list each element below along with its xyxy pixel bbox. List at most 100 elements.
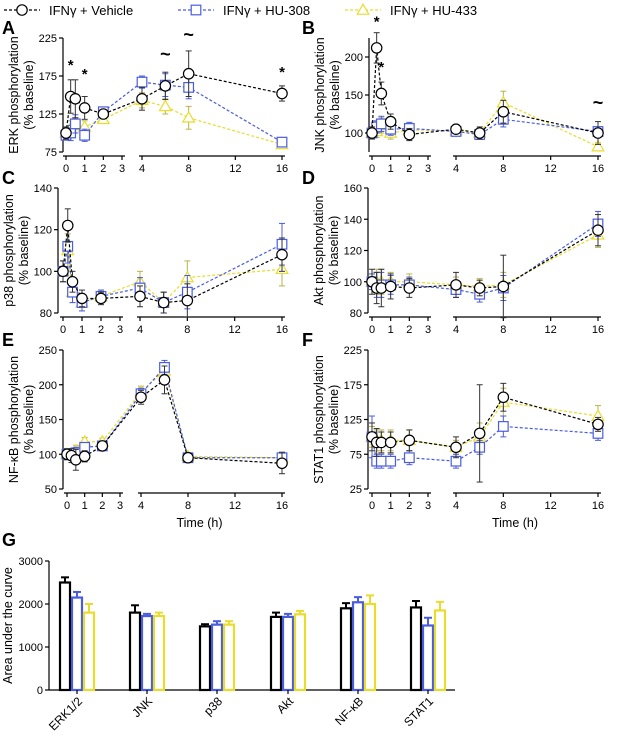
series-square — [57, 222, 288, 314]
x-tick-label: 12 — [545, 500, 557, 512]
series-triangle — [56, 233, 289, 314]
x-tick-label: 8 — [186, 163, 192, 175]
y-axis-label: NF-κB phosphorylation(% baseline) — [7, 356, 36, 483]
data-point — [450, 123, 462, 135]
category-label: p38 — [201, 694, 225, 718]
data-point — [497, 105, 510, 118]
data-point — [76, 292, 88, 305]
x-tick-label: 4 — [453, 500, 459, 512]
x-tick-label: 1 — [82, 163, 88, 175]
data-point — [473, 127, 486, 139]
x-tick-label: 3 — [425, 163, 431, 175]
y-axis-label-line: (% baseline) — [17, 216, 31, 285]
data-point — [61, 219, 74, 232]
series-circle — [366, 382, 604, 483]
y-tick-label: 140 — [34, 183, 52, 195]
category-label: STAT1 — [401, 694, 436, 729]
data-point — [592, 224, 604, 236]
y-tick-label: 100 — [34, 266, 52, 278]
y-axis-label-line: ERK phosphorylation — [7, 36, 21, 153]
data-point — [591, 139, 605, 152]
data-point — [95, 292, 107, 305]
legend-marker-square — [190, 4, 202, 16]
x-tick-label: 1 — [82, 500, 88, 512]
data-point — [384, 115, 397, 128]
legend-item-square: IFNγ + HU-308 — [178, 3, 310, 18]
data-point — [181, 294, 194, 307]
legend-label: IFNγ + HU-433 — [390, 3, 477, 18]
data-point — [403, 434, 416, 447]
x-tick-label: 2 — [406, 500, 412, 512]
data-point — [96, 440, 109, 452]
x-tick-label: 12 — [229, 324, 241, 336]
y-axis-label: p38 phosphorylation(% baseline) — [2, 194, 31, 307]
y-axis-label-line: JNK phosphorylation — [313, 37, 327, 152]
data-point — [62, 240, 74, 252]
x-tick-label: 0 — [369, 163, 375, 175]
data-point — [69, 93, 82, 105]
data-point — [403, 282, 416, 294]
bar-triangle — [363, 602, 377, 692]
y-tick-label: 25 — [350, 484, 362, 496]
data-point — [497, 391, 510, 404]
data-point — [181, 110, 196, 123]
panel-letter: F — [302, 330, 313, 350]
bar-circle — [58, 581, 72, 692]
x-axis-label: Time (h) — [176, 516, 222, 530]
legend-item-circle: IFNγ + Vehicle — [4, 3, 133, 18]
x-tick-label: 3 — [119, 163, 125, 175]
y-tick-label: 1000 — [19, 642, 43, 654]
x-tick-label: 8 — [500, 163, 506, 175]
bar-circle — [128, 611, 142, 692]
y-tick-label: 100 — [345, 128, 363, 140]
bar-square — [281, 615, 295, 692]
data-point — [384, 436, 397, 449]
significance-mark: * — [68, 57, 74, 74]
y-axis-label-line: (% baseline) — [327, 385, 341, 454]
y-axis-label: JNK phosphorylation(% baseline) — [313, 37, 342, 152]
bar-group: Akt — [269, 609, 307, 717]
data-point — [366, 127, 378, 139]
y-axis-label-line: NF-κB phosphorylation — [7, 356, 21, 483]
bar-circle — [269, 615, 283, 692]
data-point — [78, 102, 91, 114]
y-tick-label: 225 — [344, 345, 362, 357]
y-tick-label: 100 — [39, 449, 57, 461]
data-point — [134, 290, 146, 303]
y-tick-label: 75 — [45, 147, 57, 159]
series-circle — [57, 208, 288, 318]
bar-panel-g: G Area under the curve 0 1000 2000 3000 ERK1/2… — [1, 530, 455, 733]
bar-group: ERK1/2 — [46, 576, 96, 733]
legend-marker-triangle — [356, 3, 370, 15]
y-tick-label: 150 — [345, 90, 363, 102]
y-tick-label: 50 — [45, 484, 57, 496]
data-point — [375, 118, 387, 130]
bar-square — [210, 623, 224, 692]
x-tick-label: 12 — [545, 324, 557, 336]
x-tick-label: 8 — [184, 324, 190, 336]
x-tick-label: 0 — [63, 163, 69, 175]
y-tick-label: 200 — [345, 52, 363, 64]
series-triangle — [365, 90, 605, 152]
data-point — [97, 108, 110, 120]
significance-mark: * — [279, 64, 285, 81]
bar-group: p38 — [198, 620, 236, 718]
data-point — [473, 282, 486, 294]
y-axis-label: ERK phosphorylation(% baseline) — [7, 36, 36, 153]
y-axis-label-line: (% baseline) — [22, 60, 36, 129]
x-tick-label: 4 — [139, 163, 145, 175]
y-tick-label: 80 — [40, 308, 52, 320]
data-point — [592, 127, 604, 139]
y-axis-label-line: (% baseline) — [22, 385, 36, 454]
x-tick-label: 8 — [185, 500, 191, 512]
series-line — [65, 73, 283, 134]
category-label: Akt — [274, 694, 297, 717]
x-tick-label: 0 — [60, 324, 66, 336]
y-axis-label-line: Akt phosphorylation — [312, 196, 326, 306]
x-tick-label: 4 — [138, 500, 144, 512]
data-point — [136, 93, 148, 105]
data-point — [182, 67, 195, 80]
